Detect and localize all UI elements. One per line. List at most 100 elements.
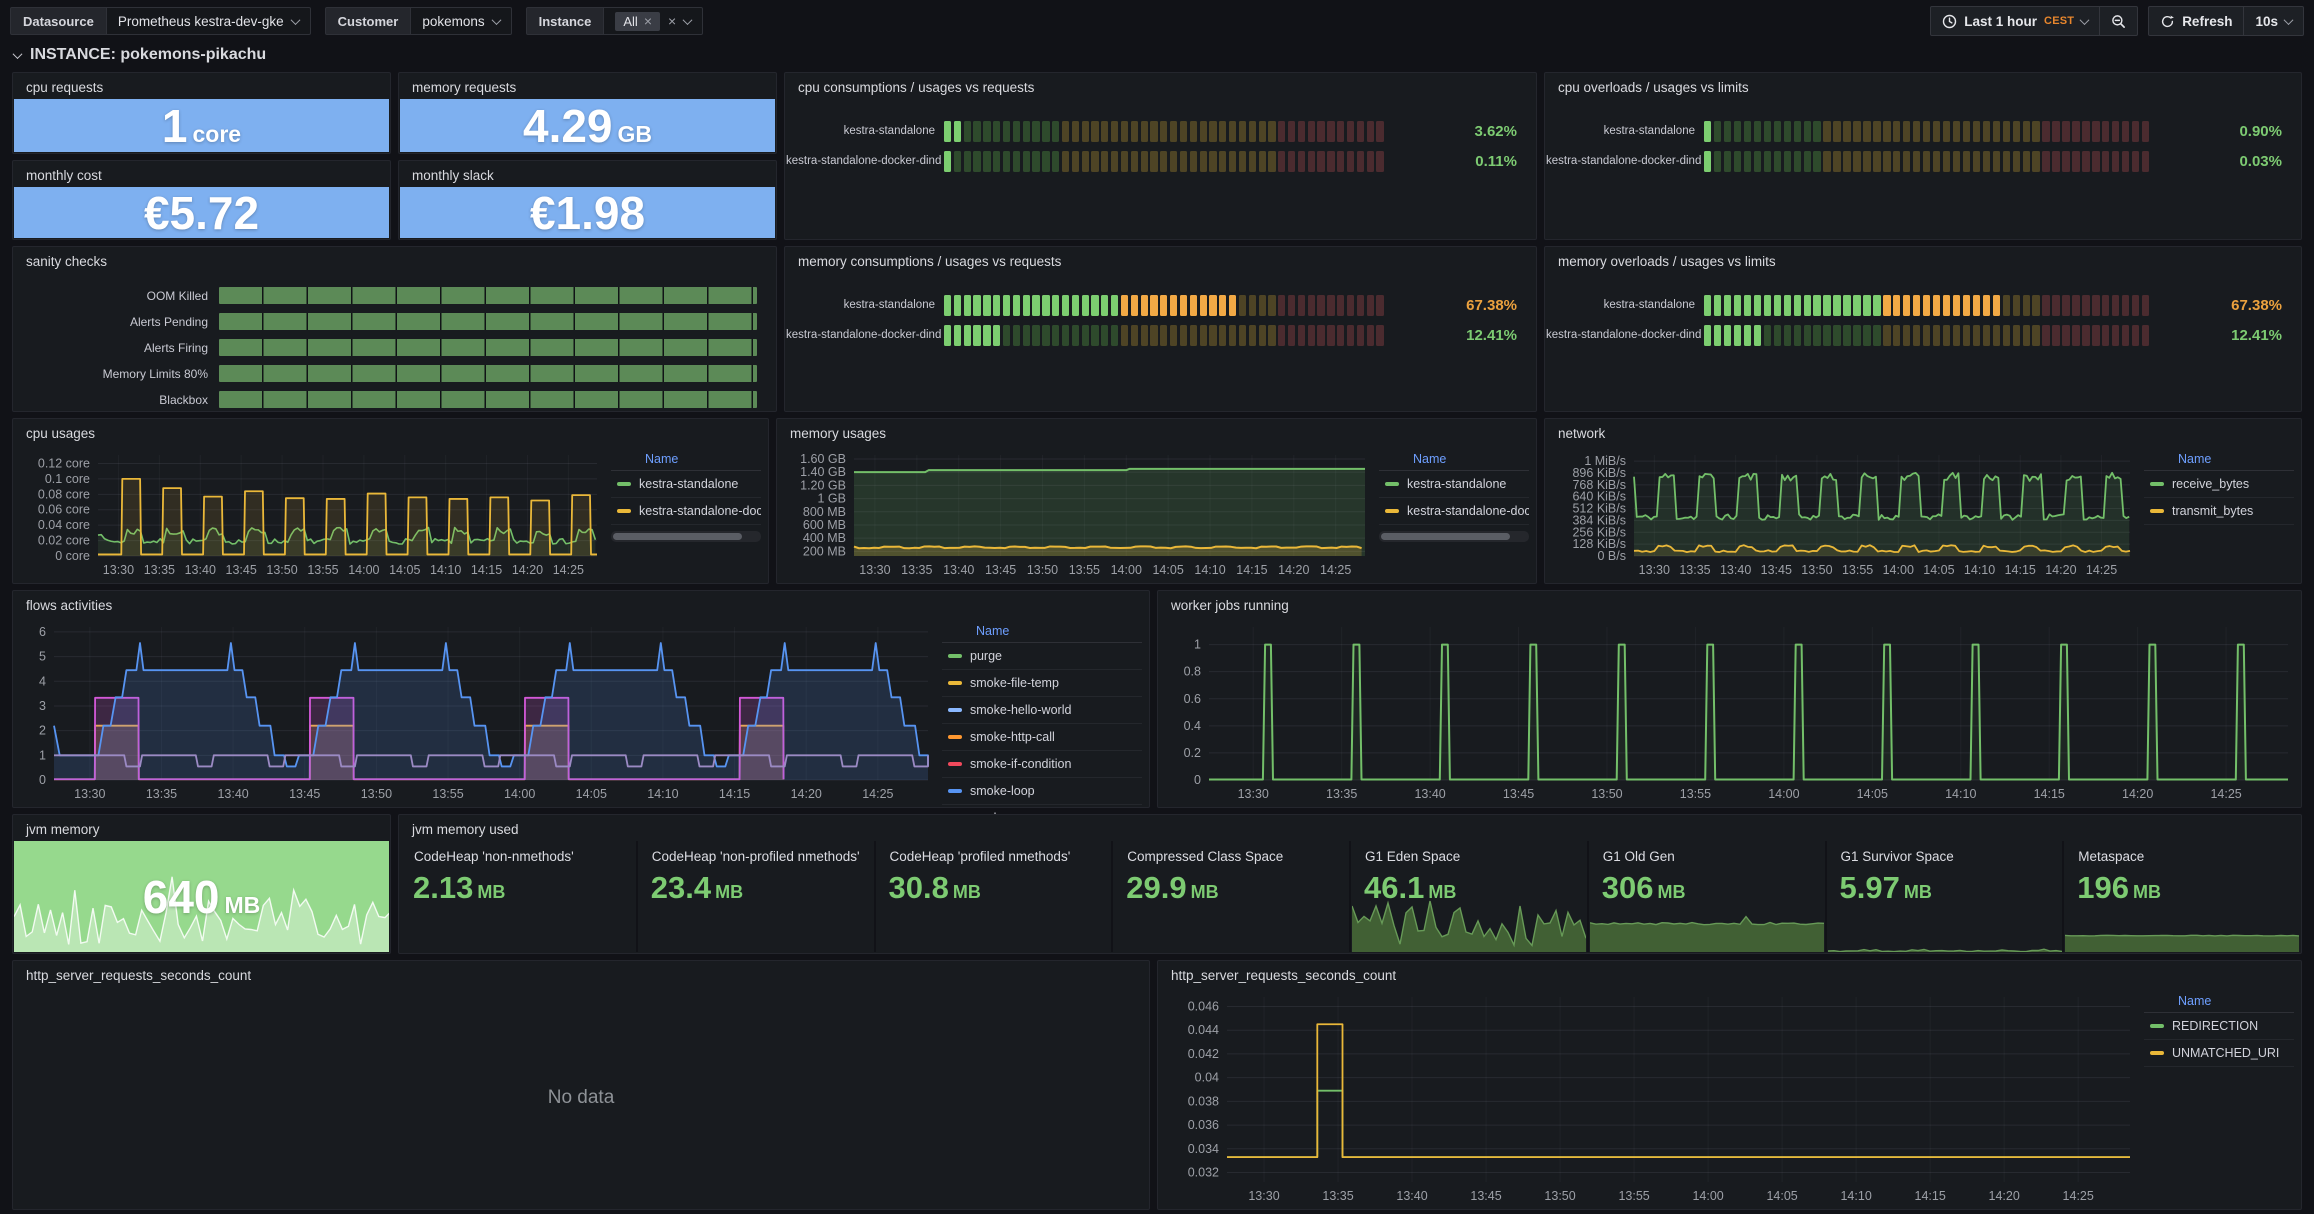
panel-title[interactable]: sanity checks [26, 254, 108, 269]
jvm-stat: Metaspace 196 MB [2064, 841, 2300, 952]
toolbar-right: Last 1 hour CEST [1930, 6, 2304, 36]
legend-scrollbar[interactable] [1379, 531, 1529, 542]
svg-text:0.02 core: 0.02 core [38, 534, 90, 548]
legend-item[interactable]: smoke-loop [942, 778, 1142, 805]
legend-item[interactable]: smoke-hello-world [942, 697, 1142, 724]
legend-item[interactable]: REDIRECTION [2144, 1013, 2294, 1040]
svg-text:14:10: 14:10 [1945, 787, 1976, 801]
legend-item[interactable]: kestra-standalone [1379, 471, 1529, 498]
refresh-button[interactable]: Refresh [2148, 6, 2245, 36]
timeline-row: OOM Killed [14, 287, 775, 304]
sparkline [1351, 900, 1587, 952]
panel-title[interactable]: memory usages [790, 426, 887, 441]
svg-text:0.06 core: 0.06 core [38, 503, 90, 517]
panel-title[interactable]: cpu overloads / usages vs limits [1558, 80, 1749, 95]
panel-title[interactable]: flows activities [26, 598, 113, 613]
panel-title[interactable]: monthly slack [412, 168, 494, 183]
legend-name-header[interactable]: Name [1379, 449, 1529, 471]
panel-memory-overloads: memory overloads / usages vs limits kestr… [1544, 246, 2302, 412]
remove-value-icon[interactable]: × [643, 13, 653, 29]
time-range-button[interactable]: Last 1 hour CEST [1930, 6, 2101, 36]
datasource-select[interactable]: Prometheus kestra-dev-gke [106, 7, 311, 35]
no-data-message: No data [547, 1086, 615, 1108]
flows_activities-plot[interactable]: 6 5 4 3 2 1 0 13:30 13:35 13:40 13:45 13:50 13:55 14:… [14, 617, 1150, 804]
legend-item[interactable]: receive_bytes [2144, 471, 2294, 498]
jvm-stat-sparkline [639, 945, 873, 952]
jvm-stat-value: 196 MB [2077, 869, 2161, 905]
legend-item[interactable]: UNMATCHED_URI [2144, 1040, 2294, 1067]
timeline-state-bar[interactable] [219, 287, 757, 304]
panel-title[interactable]: http_server_requests_seconds_count [26, 968, 252, 983]
panel-title[interactable]: memory consumptions / usages vs requests [798, 254, 1062, 269]
panel-title[interactable]: worker jobs running [1171, 598, 1289, 613]
series-color-icon [948, 735, 962, 739]
worker_jobs-plot[interactable]: 1 0.8 0.6 0.4 0.2 0 13:30 13:35 13:40 13:45 13:50 1… [1159, 617, 2302, 804]
svg-text:13:35: 13:35 [1679, 563, 1710, 577]
svg-text:13:30: 13:30 [103, 563, 134, 577]
legend-item[interactable]: kestra-standalone-docker-dind [611, 498, 761, 525]
instance-select[interactable]: All × × [604, 7, 704, 35]
panel-title[interactable]: network [1558, 426, 1606, 441]
legend-item[interactable]: smoke-http-call [942, 724, 1142, 751]
panel-title[interactable]: monthly cost [26, 168, 102, 183]
row-header[interactable]: INSTANCE: pokemons-pikachu [12, 46, 266, 64]
svg-text:1: 1 [39, 748, 46, 762]
timeline-state-bar[interactable] [219, 391, 757, 408]
legend-item[interactable]: smoke-file-temp [942, 670, 1142, 697]
zoom-out-button[interactable] [2100, 6, 2139, 36]
svg-text:14:05: 14:05 [576, 787, 607, 801]
panel-title[interactable]: http_server_requests_seconds_count [1171, 968, 1397, 983]
legend-item[interactable]: kestra-standalone [611, 471, 761, 498]
timeline-row: Alerts Pending [14, 313, 775, 330]
http_requests_right-plot[interactable]: 0.046 0.044 0.042 0.04 0.038 0.036 0.034 0.032 1… [1159, 987, 2302, 1206]
panel-title[interactable]: jvm memory [26, 822, 100, 837]
stat-value-area: 4.29 GB [400, 99, 775, 152]
timeline-row-label: Alerts Firing [143, 340, 208, 355]
legend-name-header[interactable]: Name [2144, 449, 2294, 471]
legend-item[interactable]: smoke-if-condition [942, 751, 1142, 778]
legend-scrollbar[interactable] [611, 531, 761, 542]
legend-item[interactable]: kestra-standalone-docker-dind [1379, 498, 1529, 525]
timeline-state-bar[interactable] [219, 339, 757, 356]
gauge-row-value: 12.41% [1466, 326, 1517, 344]
svg-text:4: 4 [39, 674, 46, 688]
jvm-stat-title: Compressed Class Space [1127, 849, 1284, 864]
timeline-state-bar[interactable] [219, 313, 757, 330]
legend-item[interactable]: purge [942, 643, 1142, 670]
series-color-icon [1385, 509, 1399, 513]
sparkline [1114, 951, 1348, 952]
svg-text:14:25: 14:25 [2086, 563, 2117, 577]
sparkline [2065, 934, 2300, 952]
jvm-stat: CodeHeap 'non-nmethods' 2.13 MB [400, 841, 638, 952]
series-color-icon [617, 482, 631, 486]
datasource-label: Datasource [10, 7, 107, 35]
svg-text:0.036: 0.036 [1188, 1118, 1219, 1132]
customer-select[interactable]: pokemons [411, 7, 512, 35]
panel-title[interactable]: cpu consumptions / usages vs requests [798, 80, 1035, 95]
legend-name-header[interactable]: Name [611, 449, 761, 471]
panel-title[interactable]: memory overloads / usages vs limits [1558, 254, 1776, 269]
cpu_usages-chart: 0.12 core 0.1 core 0.08 core 0.06 core 0.04 … [14, 445, 767, 582]
series-color-icon [948, 762, 962, 766]
panel-title[interactable]: cpu usages [26, 426, 96, 441]
svg-text:0.2: 0.2 [1184, 746, 1201, 760]
svg-text:14:05: 14:05 [389, 563, 420, 577]
legend-name-header[interactable]: Name [2144, 991, 2294, 1013]
jvm-stat-value: 5.97 MB [1839, 869, 1932, 905]
refresh-interval-button[interactable]: 10s [2244, 6, 2304, 36]
jvm-stat-title: G1 Survivor Space [1840, 849, 1954, 864]
timeline-row: Alerts Firing [14, 339, 775, 356]
svg-text:14:25: 14:25 [862, 787, 893, 801]
timeline-state-bar[interactable] [219, 365, 757, 382]
clear-all-icon[interactable]: × [668, 13, 677, 29]
svg-text:13:40: 13:40 [943, 563, 974, 577]
panel-title[interactable]: cpu requests [26, 80, 104, 95]
panel-title[interactable]: memory requests [412, 80, 517, 95]
legend-item[interactable]: transmit_bytes [2144, 498, 2294, 525]
instance-value-pill[interactable]: All × [615, 11, 661, 31]
panel-title[interactable]: jvm memory used [412, 822, 519, 837]
legend-name-header[interactable]: Name [942, 621, 1142, 643]
